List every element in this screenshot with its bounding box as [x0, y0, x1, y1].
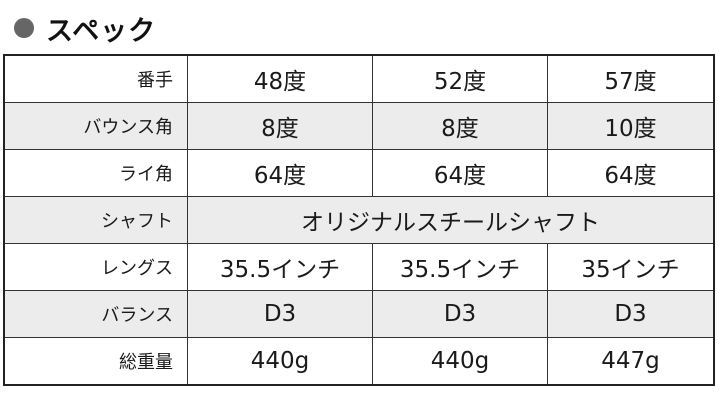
table-cell: 440g — [187, 337, 373, 386]
table-cell: 57度 — [547, 54, 715, 103]
table-row: レングス 35.5インチ 35.5インチ 35インチ — [3, 243, 715, 291]
table-cell: D3 — [372, 290, 548, 338]
row-label: 番手 — [3, 54, 188, 103]
table-row: 番手 48度 52度 57度 — [3, 54, 715, 103]
table-cell: 10度 — [547, 102, 715, 150]
table-cell: 35.5インチ — [187, 243, 373, 291]
table-row: シャフト オリジナルスチールシャフト — [3, 196, 715, 244]
row-label: ライ角 — [3, 149, 188, 197]
row-label: バランス — [3, 290, 188, 338]
table-cell: 64度 — [547, 149, 715, 197]
table-cell: 64度 — [187, 149, 373, 197]
row-label: レングス — [3, 243, 188, 291]
table-cell: 48度 — [187, 54, 373, 103]
table-row: 総重量 440g 440g 447g — [3, 337, 715, 386]
section-title: スペック — [46, 15, 157, 47]
table-cell: 440g — [372, 337, 548, 386]
bullet-icon — [14, 18, 34, 38]
table-cell: 52度 — [372, 54, 548, 103]
table-cell: 447g — [547, 337, 715, 386]
table-cell: 8度 — [187, 102, 373, 150]
section-heading: スペック — [14, 10, 157, 47]
table-cell: 35.5インチ — [372, 243, 548, 291]
table-row: バウンス角 8度 8度 10度 — [3, 102, 715, 150]
spec-table: 番手 48度 52度 57度 バウンス角 8度 8度 10度 ライ角 64度 64度 64度 シャフトオ… — [3, 54, 715, 386]
row-label: バウンス角 — [3, 102, 188, 150]
table-row: バランス D3 D3 D3 — [3, 290, 715, 338]
table-row: ライ角 64度 64度 64度 — [3, 149, 715, 197]
table-cell: 8度 — [372, 102, 548, 150]
table-cell: オリジナルスチールシャフト — [187, 196, 715, 244]
table-cell: 64度 — [372, 149, 548, 197]
table-cell: 35インチ — [547, 243, 715, 291]
table-cell: D3 — [547, 290, 715, 338]
table-cell: D3 — [187, 290, 373, 338]
row-label: 総重量 — [3, 337, 188, 386]
row-label: シャフト — [3, 196, 188, 244]
